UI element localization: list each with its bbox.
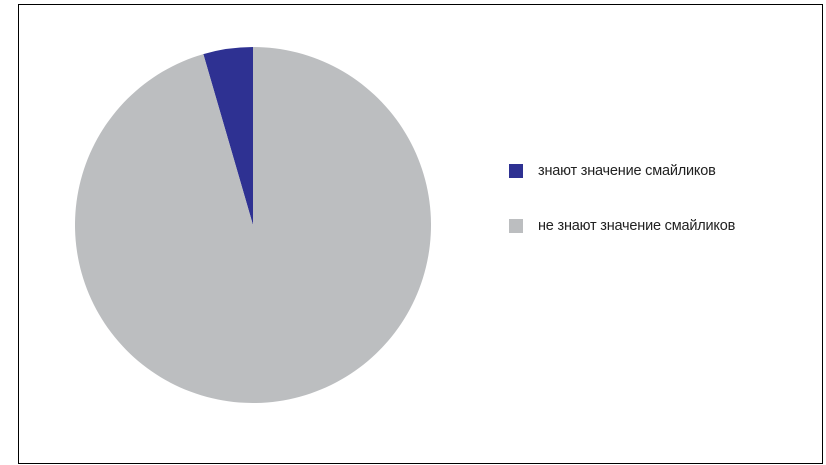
legend-swatch-know: [509, 164, 523, 178]
legend-label-know: знают значение смайликов: [538, 163, 716, 179]
legend-item-know: знают значение смайликов: [509, 159, 809, 183]
legend: знают значение смайликов не знают значен…: [509, 159, 809, 269]
pie-slice-know: [203, 47, 253, 225]
chart-frame: знают значение смайликов не знают значен…: [18, 4, 823, 464]
pie-chart: [75, 47, 432, 403]
legend-item-dont-know: не знают значение смайликов: [509, 214, 809, 238]
legend-label-dont-know: не знают значение смайликов: [538, 218, 736, 234]
pie-slice-dont-know: [75, 47, 432, 403]
legend-swatch-dont-know: [509, 219, 523, 233]
